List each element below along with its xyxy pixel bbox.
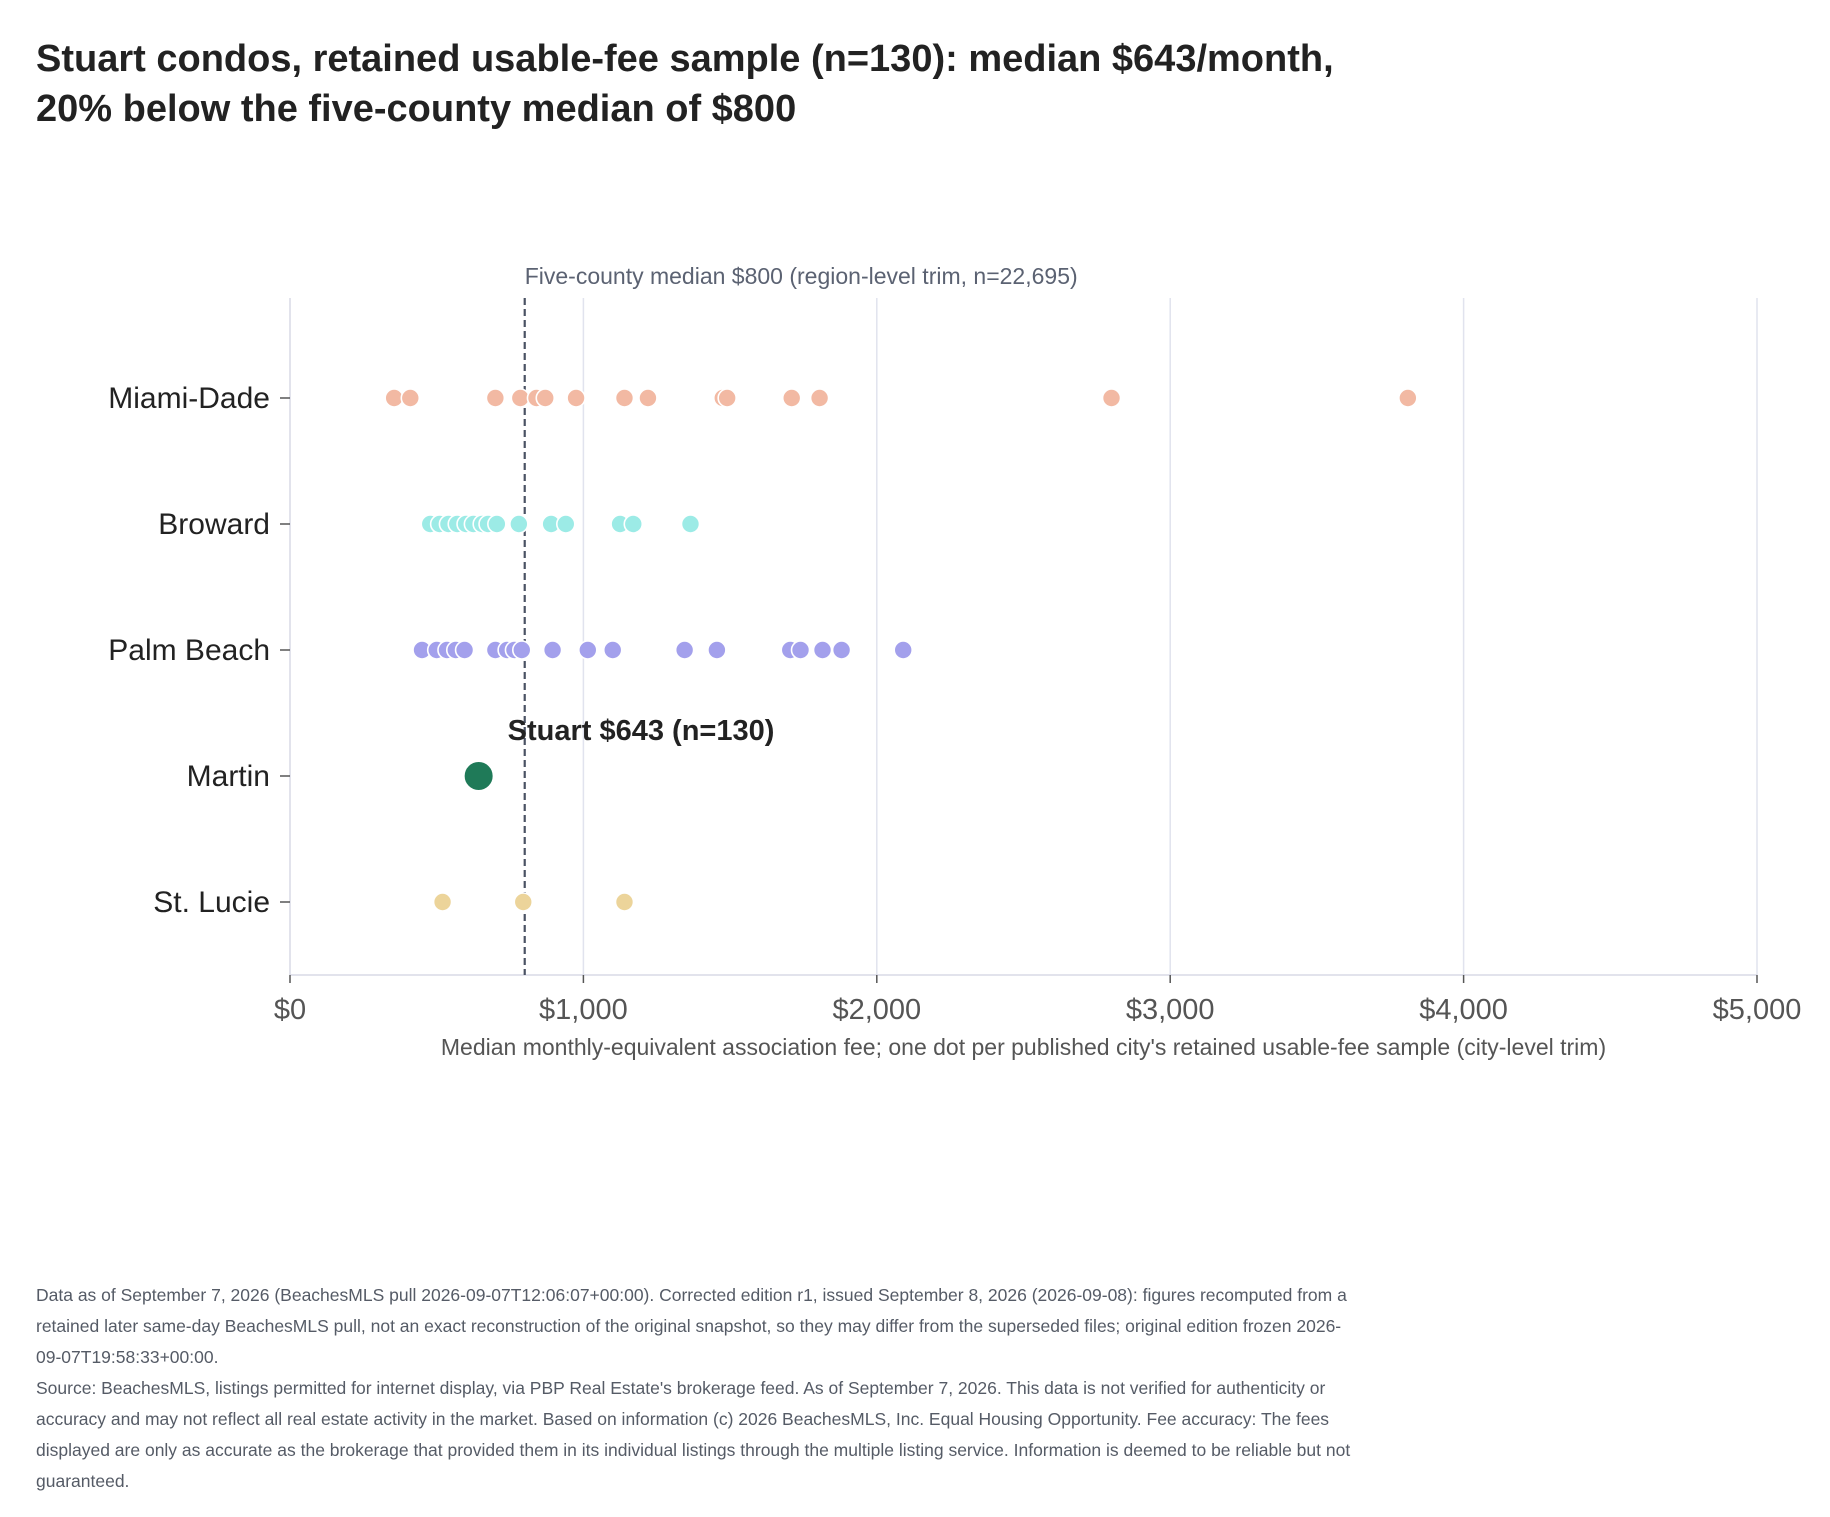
data-point: [578, 640, 598, 660]
x-tick-label: $5,000: [1713, 994, 1802, 1026]
data-point: [509, 514, 529, 534]
grid-lines: [582, 298, 1758, 975]
data-point: [1398, 388, 1418, 408]
axes: [280, 298, 1758, 983]
y-axis-labels: Miami-Dade Broward Palm Beach Martin St. Luc…: [108, 382, 270, 919]
data-point: [1101, 388, 1122, 408]
x-tick-label: $1,000: [539, 994, 628, 1026]
stuart-annotation: Stuart $643 (n=130): [508, 715, 775, 747]
data-point: [513, 892, 534, 912]
data-point: [790, 640, 811, 660]
x-tick-label: $0: [274, 994, 306, 1026]
y-category-label: Broward: [158, 508, 270, 541]
data-point: [566, 388, 586, 408]
data-point: [781, 388, 802, 408]
data-point: [384, 388, 404, 408]
data-points: [384, 388, 1418, 912]
data-edition-note: Data as of September 7, 2026 (BeachesMLS…: [36, 1285, 1347, 1367]
x-axis-tick-labels: $0 $1,000 $2,000 $3,000 $4,000 $5,000: [274, 994, 1801, 1026]
data-point: [614, 388, 635, 408]
data-point: [602, 640, 623, 660]
data-point: [623, 514, 644, 534]
data-point: [542, 640, 563, 660]
x-tick-label: $2,000: [832, 994, 921, 1026]
data-point: [809, 388, 830, 408]
data-point: [511, 640, 532, 660]
data-point: [400, 388, 421, 408]
x-tick-label: $4,000: [1419, 994, 1508, 1026]
data-point: [893, 640, 914, 660]
five-county-median-label: Five-county median $800 (region-level tr…: [525, 263, 1078, 289]
data-point: [680, 514, 701, 534]
data-point: [707, 640, 727, 660]
data-point: [717, 388, 737, 408]
data-point: [432, 892, 453, 912]
data-point: [674, 640, 695, 660]
y-category-label: Martin: [187, 760, 270, 793]
chart-title: Stuart condos, retained usable-fee sampl…: [36, 38, 1334, 130]
y-category-label: Palm Beach: [108, 634, 270, 667]
data-point: [535, 388, 556, 408]
data-point: [454, 640, 475, 660]
data-point: [487, 514, 507, 534]
data-point: [812, 640, 833, 660]
y-category-label: Miami-Dade: [108, 382, 270, 415]
x-tick-label: $3,000: [1126, 994, 1215, 1026]
data-point: [510, 388, 531, 408]
x-axis-title: Median monthly-equivalent association fe…: [441, 1034, 1606, 1060]
data-point: [485, 388, 506, 408]
y-category-label: St. Lucie: [153, 886, 270, 919]
data-point: [614, 892, 635, 912]
data-point: [555, 514, 576, 534]
data-point: [638, 388, 658, 408]
data-point: [831, 640, 852, 660]
source-disclaimer: Source: BeachesMLS, listings permitted f…: [36, 1378, 1351, 1491]
highlight-point: [462, 760, 495, 792]
footnote: Data as of September 7, 2026 (BeachesMLS…: [36, 1280, 1356, 1497]
